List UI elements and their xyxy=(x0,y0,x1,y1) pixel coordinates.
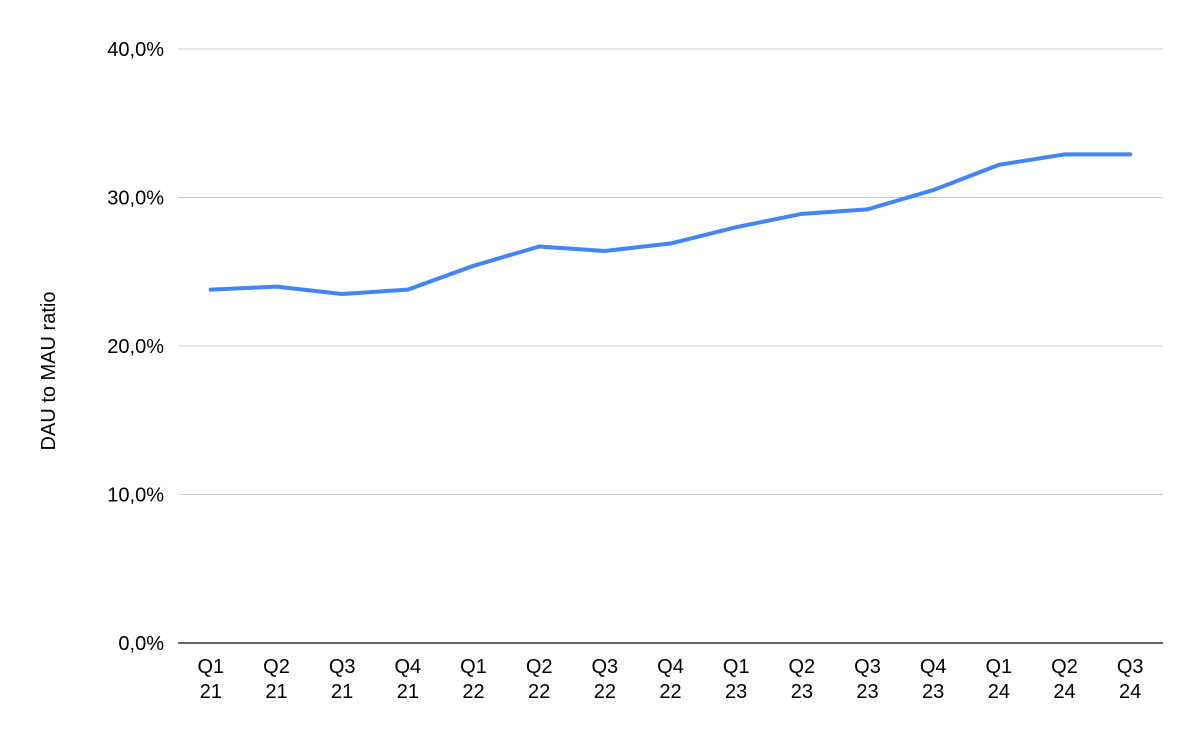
data-point xyxy=(931,188,936,193)
data-point xyxy=(734,225,739,230)
x-tick-label: Q3 22 xyxy=(591,656,618,703)
x-tick-label: Q1 21 xyxy=(197,656,224,703)
data-point xyxy=(274,284,279,289)
data-point xyxy=(208,287,213,292)
series-layer xyxy=(208,152,1133,297)
gridlines xyxy=(178,48,1163,644)
y-tick-label: 0,0% xyxy=(118,633,164,655)
y-tick-label: 40,0% xyxy=(107,39,164,61)
x-tick-label: Q3 24 xyxy=(1117,656,1144,703)
x-tick-label: Q2 23 xyxy=(788,656,815,703)
x-axis-ticks: Q1 21 Q2 21 Q3 21 Q4 21 Q1 22 Q2 22 Q3 22 Q4 22 Q1 23 Q2 23… xyxy=(197,656,1143,703)
data-point xyxy=(996,162,1001,167)
x-tick-label: Q2 22 xyxy=(526,656,553,703)
x-tick-label: Q2 24 xyxy=(1051,656,1078,703)
data-point xyxy=(799,211,804,216)
x-tick-label: Q3 23 xyxy=(854,656,881,703)
data-point xyxy=(1128,152,1133,157)
x-tick-label: Q4 23 xyxy=(920,656,947,703)
x-tick-label: Q4 22 xyxy=(657,656,684,703)
x-tick-label: Q3 21 xyxy=(329,656,356,703)
y-axis-ticks: 0,0% 10,0% 20,0% 30,0% 40,0% xyxy=(107,39,164,655)
x-tick-label: Q4 21 xyxy=(394,656,421,703)
y-axis-title: DAU to MAU ratio xyxy=(38,292,60,451)
data-point xyxy=(537,244,542,249)
series-line xyxy=(208,152,1133,297)
x-tick-label: Q1 23 xyxy=(723,656,750,703)
data-point xyxy=(405,287,410,292)
data-point xyxy=(471,263,476,268)
x-tick-label: Q2 21 xyxy=(263,656,290,703)
y-tick-label: 30,0% xyxy=(107,188,164,210)
x-tick-label: Q1 24 xyxy=(985,656,1012,703)
x-tick-label: Q1 22 xyxy=(460,656,487,703)
data-point xyxy=(865,207,870,212)
y-tick-label: 20,0% xyxy=(107,336,164,358)
data-point xyxy=(668,241,673,246)
data-point xyxy=(340,292,345,297)
data-point xyxy=(1062,152,1067,157)
data-point xyxy=(602,248,607,253)
y-tick-label: 10,0% xyxy=(107,485,164,507)
